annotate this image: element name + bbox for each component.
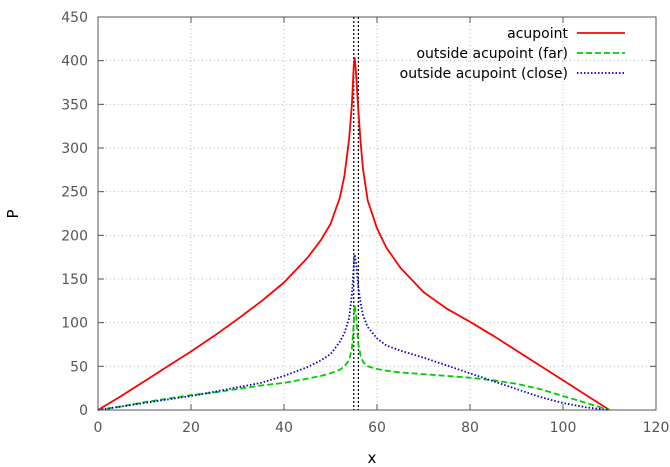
x-axis-label: x (368, 449, 377, 467)
x-tick-label: 100 (550, 420, 577, 436)
grid (98, 17, 656, 410)
legend: acupoint outside acupoint (far) outside ac… (400, 26, 625, 82)
y-tick-label: 50 (70, 359, 88, 375)
y-axis-label: P (4, 209, 22, 218)
x-tick-label: 60 (368, 420, 386, 436)
legend-label: outside acupoint (far) (416, 46, 568, 62)
y-tick-label: 250 (61, 185, 88, 201)
series-line (97, 253, 610, 411)
series-line (97, 57, 610, 411)
y-tick-label: 450 (61, 10, 88, 26)
legend-label: outside acupoint (close) (400, 66, 568, 82)
y-tick-label: 0 (79, 403, 88, 419)
series-group (97, 57, 610, 411)
y-tick-label: 100 (61, 316, 88, 332)
x-tick-label: 40 (275, 420, 293, 436)
y-tick-label: 150 (61, 272, 88, 288)
y-tick-label: 200 (61, 228, 88, 244)
series-line (97, 304, 610, 411)
y-axis-ticks: 0 50 100 150 200 250 300 350 400 450 (61, 10, 656, 419)
y-tick-label: 300 (61, 141, 88, 157)
x-axis-ticks: 0 20 40 60 80 100 120 (94, 17, 670, 436)
y-tick-label: 400 (61, 54, 88, 70)
x-tick-label: 20 (182, 420, 200, 436)
x-tick-label: 120 (643, 420, 670, 436)
legend-label: acupoint (507, 26, 568, 42)
y-tick-label: 350 (61, 97, 88, 113)
x-tick-label: 80 (461, 420, 479, 436)
x-tick-label: 0 (94, 420, 103, 436)
